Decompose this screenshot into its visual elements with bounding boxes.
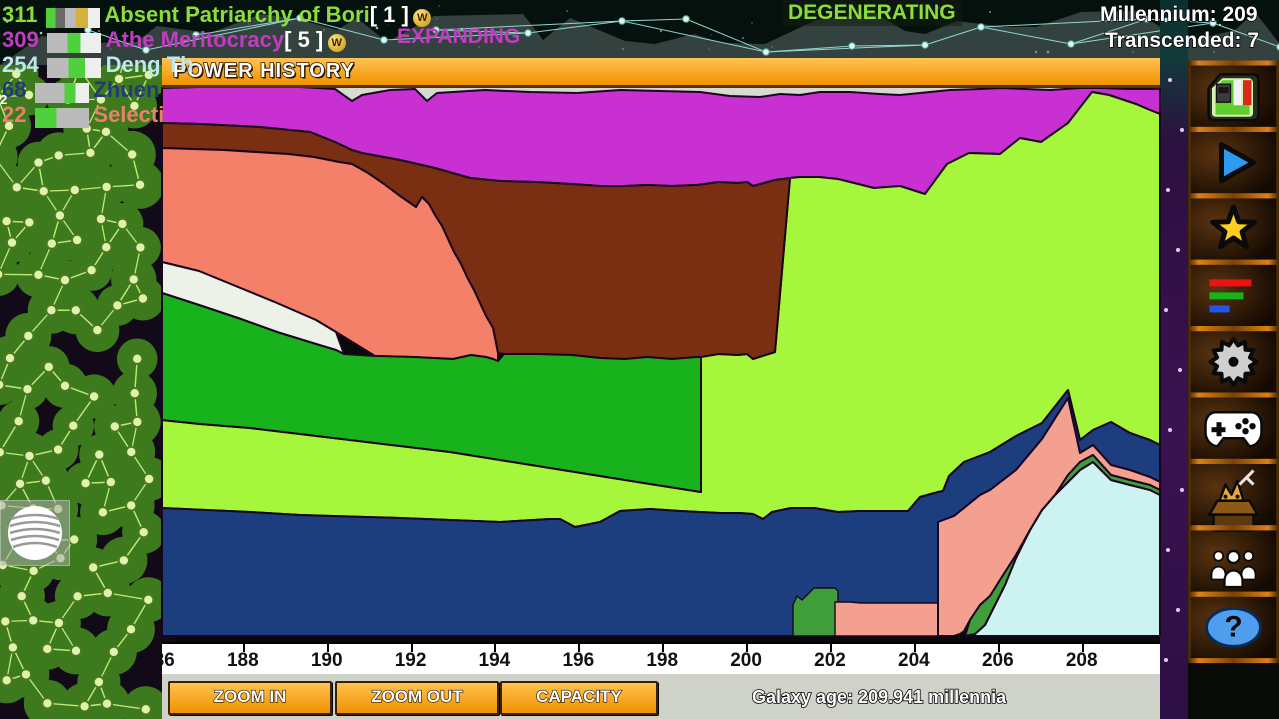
- svg-text:?: ?: [1224, 610, 1242, 643]
